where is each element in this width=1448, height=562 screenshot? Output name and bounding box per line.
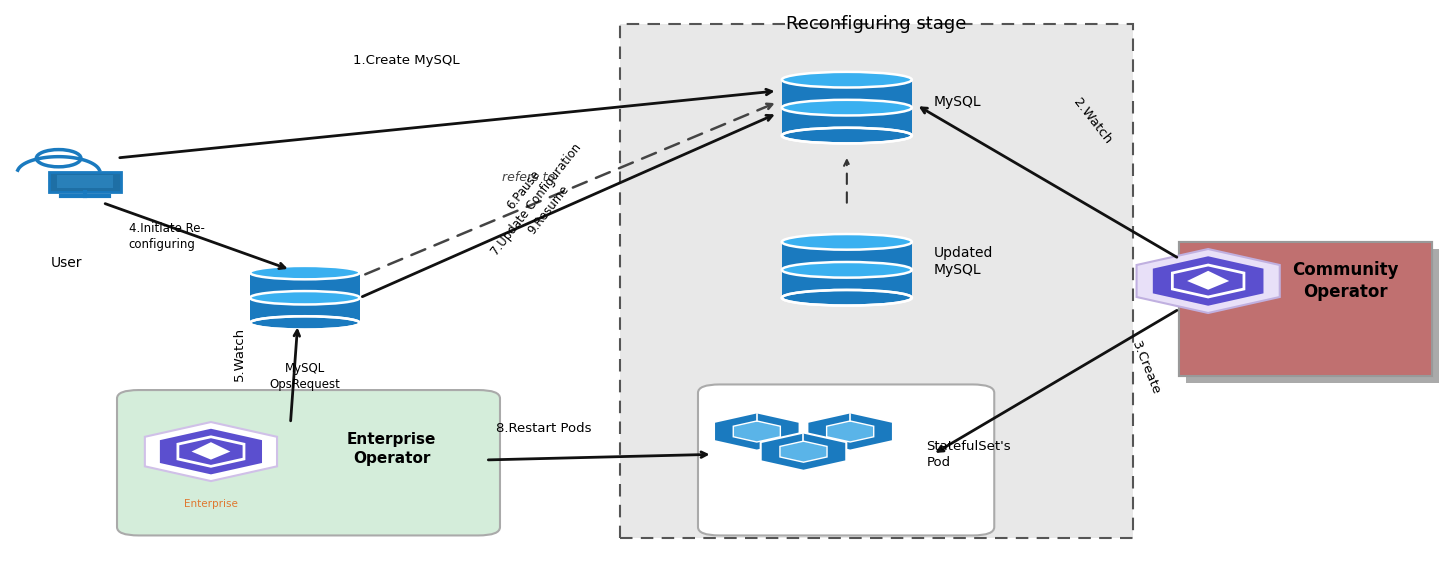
- Text: Updated
MySQL: Updated MySQL: [934, 246, 993, 277]
- FancyBboxPatch shape: [49, 172, 120, 192]
- Text: MySQL
OpsRequest: MySQL OpsRequest: [269, 362, 340, 391]
- Text: 4.Initiate Re-
configuring: 4.Initiate Re- configuring: [129, 222, 204, 251]
- FancyBboxPatch shape: [698, 384, 995, 536]
- Text: 8.Restart Pods: 8.Restart Pods: [495, 422, 591, 435]
- Polygon shape: [780, 441, 827, 462]
- Polygon shape: [251, 273, 359, 323]
- Ellipse shape: [251, 316, 359, 330]
- Text: 1.Create MySQL: 1.Create MySQL: [353, 53, 459, 67]
- FancyBboxPatch shape: [1186, 248, 1439, 383]
- Polygon shape: [827, 421, 873, 442]
- Ellipse shape: [782, 72, 912, 88]
- Text: 6.Pause
7.Update Configuration
9.Resume: 6.Pause 7.Update Configuration 9.Resume: [476, 132, 597, 268]
- Ellipse shape: [782, 128, 912, 143]
- Text: User: User: [51, 256, 83, 270]
- Text: 5.Watch: 5.Watch: [233, 327, 246, 381]
- Polygon shape: [1153, 256, 1264, 306]
- Polygon shape: [782, 242, 912, 298]
- Polygon shape: [1137, 249, 1280, 313]
- Ellipse shape: [782, 290, 912, 306]
- Polygon shape: [191, 442, 230, 460]
- Polygon shape: [782, 80, 912, 135]
- FancyBboxPatch shape: [117, 390, 500, 536]
- Text: Enterprise
Operator: Enterprise Operator: [348, 432, 436, 465]
- Ellipse shape: [782, 100, 912, 115]
- FancyBboxPatch shape: [620, 24, 1132, 538]
- Text: Community
Operator: Community Operator: [1292, 261, 1399, 301]
- Polygon shape: [1187, 271, 1229, 290]
- Text: Enterprise: Enterprise: [184, 499, 237, 509]
- FancyBboxPatch shape: [56, 175, 113, 188]
- Polygon shape: [733, 421, 780, 442]
- Polygon shape: [808, 413, 893, 451]
- Text: Reconfiguring stage: Reconfiguring stage: [786, 15, 966, 33]
- Ellipse shape: [782, 262, 912, 278]
- Ellipse shape: [782, 234, 912, 250]
- Text: 2.Watch: 2.Watch: [1070, 96, 1115, 147]
- FancyBboxPatch shape: [1179, 242, 1432, 376]
- Polygon shape: [145, 422, 277, 481]
- Ellipse shape: [251, 266, 359, 279]
- Ellipse shape: [251, 291, 359, 305]
- Polygon shape: [760, 433, 846, 471]
- Text: refers to: refers to: [502, 171, 556, 184]
- Text: StatefulSet's
Pod: StatefulSet's Pod: [927, 440, 1011, 469]
- FancyBboxPatch shape: [1179, 242, 1432, 376]
- Polygon shape: [159, 429, 262, 474]
- Text: 3.Create: 3.Create: [1129, 339, 1163, 397]
- Text: MySQL: MySQL: [934, 95, 982, 109]
- Polygon shape: [714, 413, 799, 451]
